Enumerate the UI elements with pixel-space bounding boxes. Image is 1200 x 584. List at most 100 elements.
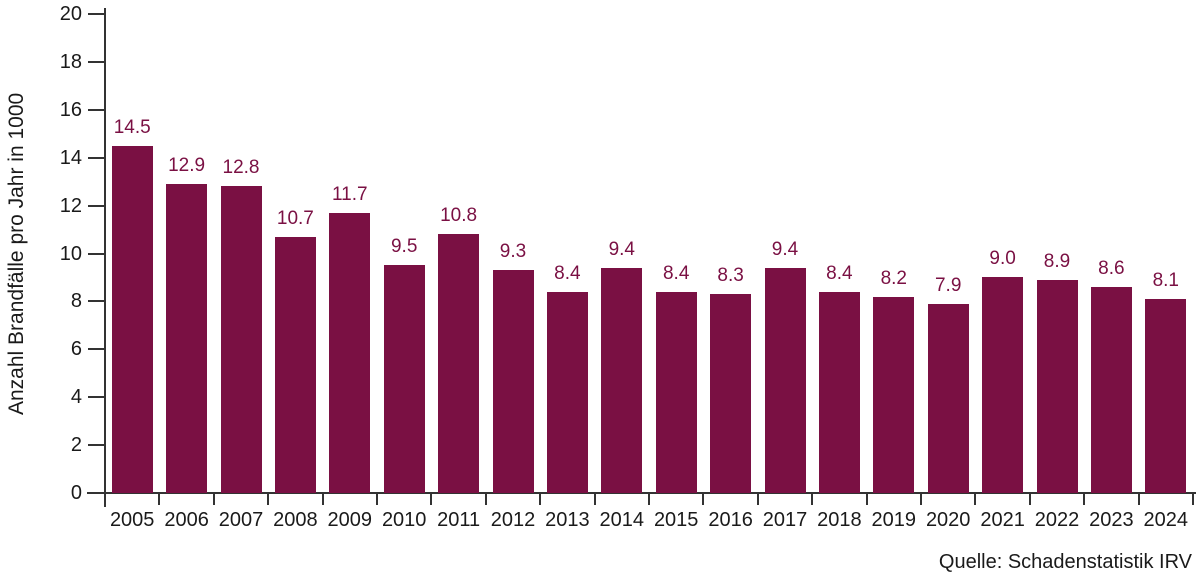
y-tick-label: 6 [70, 338, 82, 361]
y-tick-label: 14 [59, 146, 82, 169]
x-tick [430, 493, 433, 505]
bar [546, 291, 588, 493]
bar-value-label: 8.4 [554, 262, 581, 284]
x-tick [1028, 493, 1031, 505]
bar-value-label: 8.6 [1098, 258, 1125, 280]
x-axis-category-label: 2005 [109, 509, 155, 531]
x-axis-category-label: 2006 [164, 509, 209, 531]
y-tick [88, 348, 105, 351]
bar-value-label: 8.4 [662, 262, 690, 284]
x-axis-category-label: 2022 [1034, 509, 1080, 531]
x-tick [865, 493, 868, 505]
y-tick-label: 12 [59, 194, 82, 217]
x-tick [811, 493, 814, 505]
x-axis-category-label: 2011 [437, 509, 481, 531]
bar-value-label: 10.7 [276, 207, 314, 229]
y-tick-label: 0 [70, 482, 82, 504]
x-tick [539, 493, 542, 505]
x-tick [920, 493, 922, 505]
x-tick [593, 493, 596, 505]
bar-value-label: 12.9 [168, 155, 206, 177]
bar-value-label: 8.3 [717, 265, 744, 287]
x-tick [212, 493, 215, 505]
bar-value-label: 9.0 [989, 248, 1016, 270]
x-axis-category-label: 2018 [817, 509, 862, 531]
bar-value-label: 8.9 [1043, 250, 1071, 272]
x-axis-category-label: 2019 [871, 509, 917, 531]
x-axis-category-label: 2008 [273, 509, 318, 531]
bar [1036, 279, 1078, 493]
x-axis-category-label: 2012 [490, 509, 536, 531]
y-tick [88, 396, 105, 399]
x-tick [321, 493, 324, 505]
bar-value-label: 9.4 [608, 238, 635, 260]
x-axis-category-label: 2017 [762, 509, 808, 531]
bar [492, 270, 534, 493]
bar [166, 184, 208, 493]
bar-value-label: 10.8 [440, 205, 478, 227]
y-tick-label: 18 [59, 50, 82, 73]
bar-value-label: 8.1 [1152, 270, 1179, 291]
x-tick [1192, 493, 1194, 505]
bar [438, 234, 480, 493]
x-axis-category-label: 2020 [925, 509, 971, 531]
x-tick [484, 493, 487, 505]
bar-value-label: 8.4 [826, 262, 853, 284]
x-tick [974, 493, 977, 505]
bar-value-label: 7.9 [934, 274, 962, 296]
x-axis-category-label: 2013 [545, 509, 590, 531]
bar [601, 267, 643, 493]
y-tick-label: 2 [70, 434, 82, 457]
bar [927, 303, 969, 493]
y-tick [88, 300, 105, 303]
y-tick-label: 16 [59, 98, 82, 121]
x-axis-line [87, 492, 1196, 494]
source-note: Quelle: Schadenstatistik IRV [938, 551, 1192, 573]
x-axis-category-label: 2016 [708, 509, 753, 531]
y-axis-line [104, 8, 106, 507]
x-tick [104, 493, 106, 505]
y-tick [88, 444, 105, 447]
bar [274, 236, 316, 493]
bar-value-label: 9.4 [771, 238, 799, 260]
bar [111, 145, 153, 493]
x-tick [756, 493, 759, 505]
x-axis-category-label: 2014 [599, 509, 645, 531]
y-tick [88, 156, 105, 159]
y-tick [88, 108, 105, 111]
bar-value-label: 9.3 [499, 241, 527, 263]
x-tick [267, 493, 270, 505]
bar [383, 265, 425, 493]
bar-value-label: 11.7 [332, 183, 368, 205]
bar [873, 296, 915, 493]
x-axis-category-label: 2009 [327, 509, 373, 531]
bar [818, 291, 860, 493]
y-tick [88, 204, 105, 207]
y-tick [88, 60, 105, 63]
x-axis-category-label: 2010 [381, 509, 427, 531]
y-tick [88, 492, 105, 494]
x-axis-category-label: 2024 [1143, 509, 1189, 531]
y-tick-label: 4 [70, 386, 82, 409]
y-tick [88, 13, 105, 15]
x-tick [1083, 493, 1086, 505]
bar [220, 186, 262, 493]
bar [982, 277, 1024, 493]
bar-value-label: 8.2 [880, 267, 907, 289]
y-tick [88, 252, 105, 255]
x-tick [702, 493, 705, 505]
bar [710, 294, 752, 493]
bar-value-label: 14.5 [113, 116, 151, 138]
x-tick [648, 493, 650, 505]
bar [655, 291, 697, 493]
y-tick-label: 20 [59, 3, 82, 25]
x-axis-category-label: 2023 [1089, 509, 1134, 531]
y-tick-label: 10 [59, 242, 82, 265]
x-axis-category-label: 2007 [218, 509, 264, 531]
bar-value-label: 9.5 [390, 236, 418, 258]
bar [1090, 287, 1132, 493]
x-tick [158, 493, 161, 505]
bar [329, 212, 371, 493]
